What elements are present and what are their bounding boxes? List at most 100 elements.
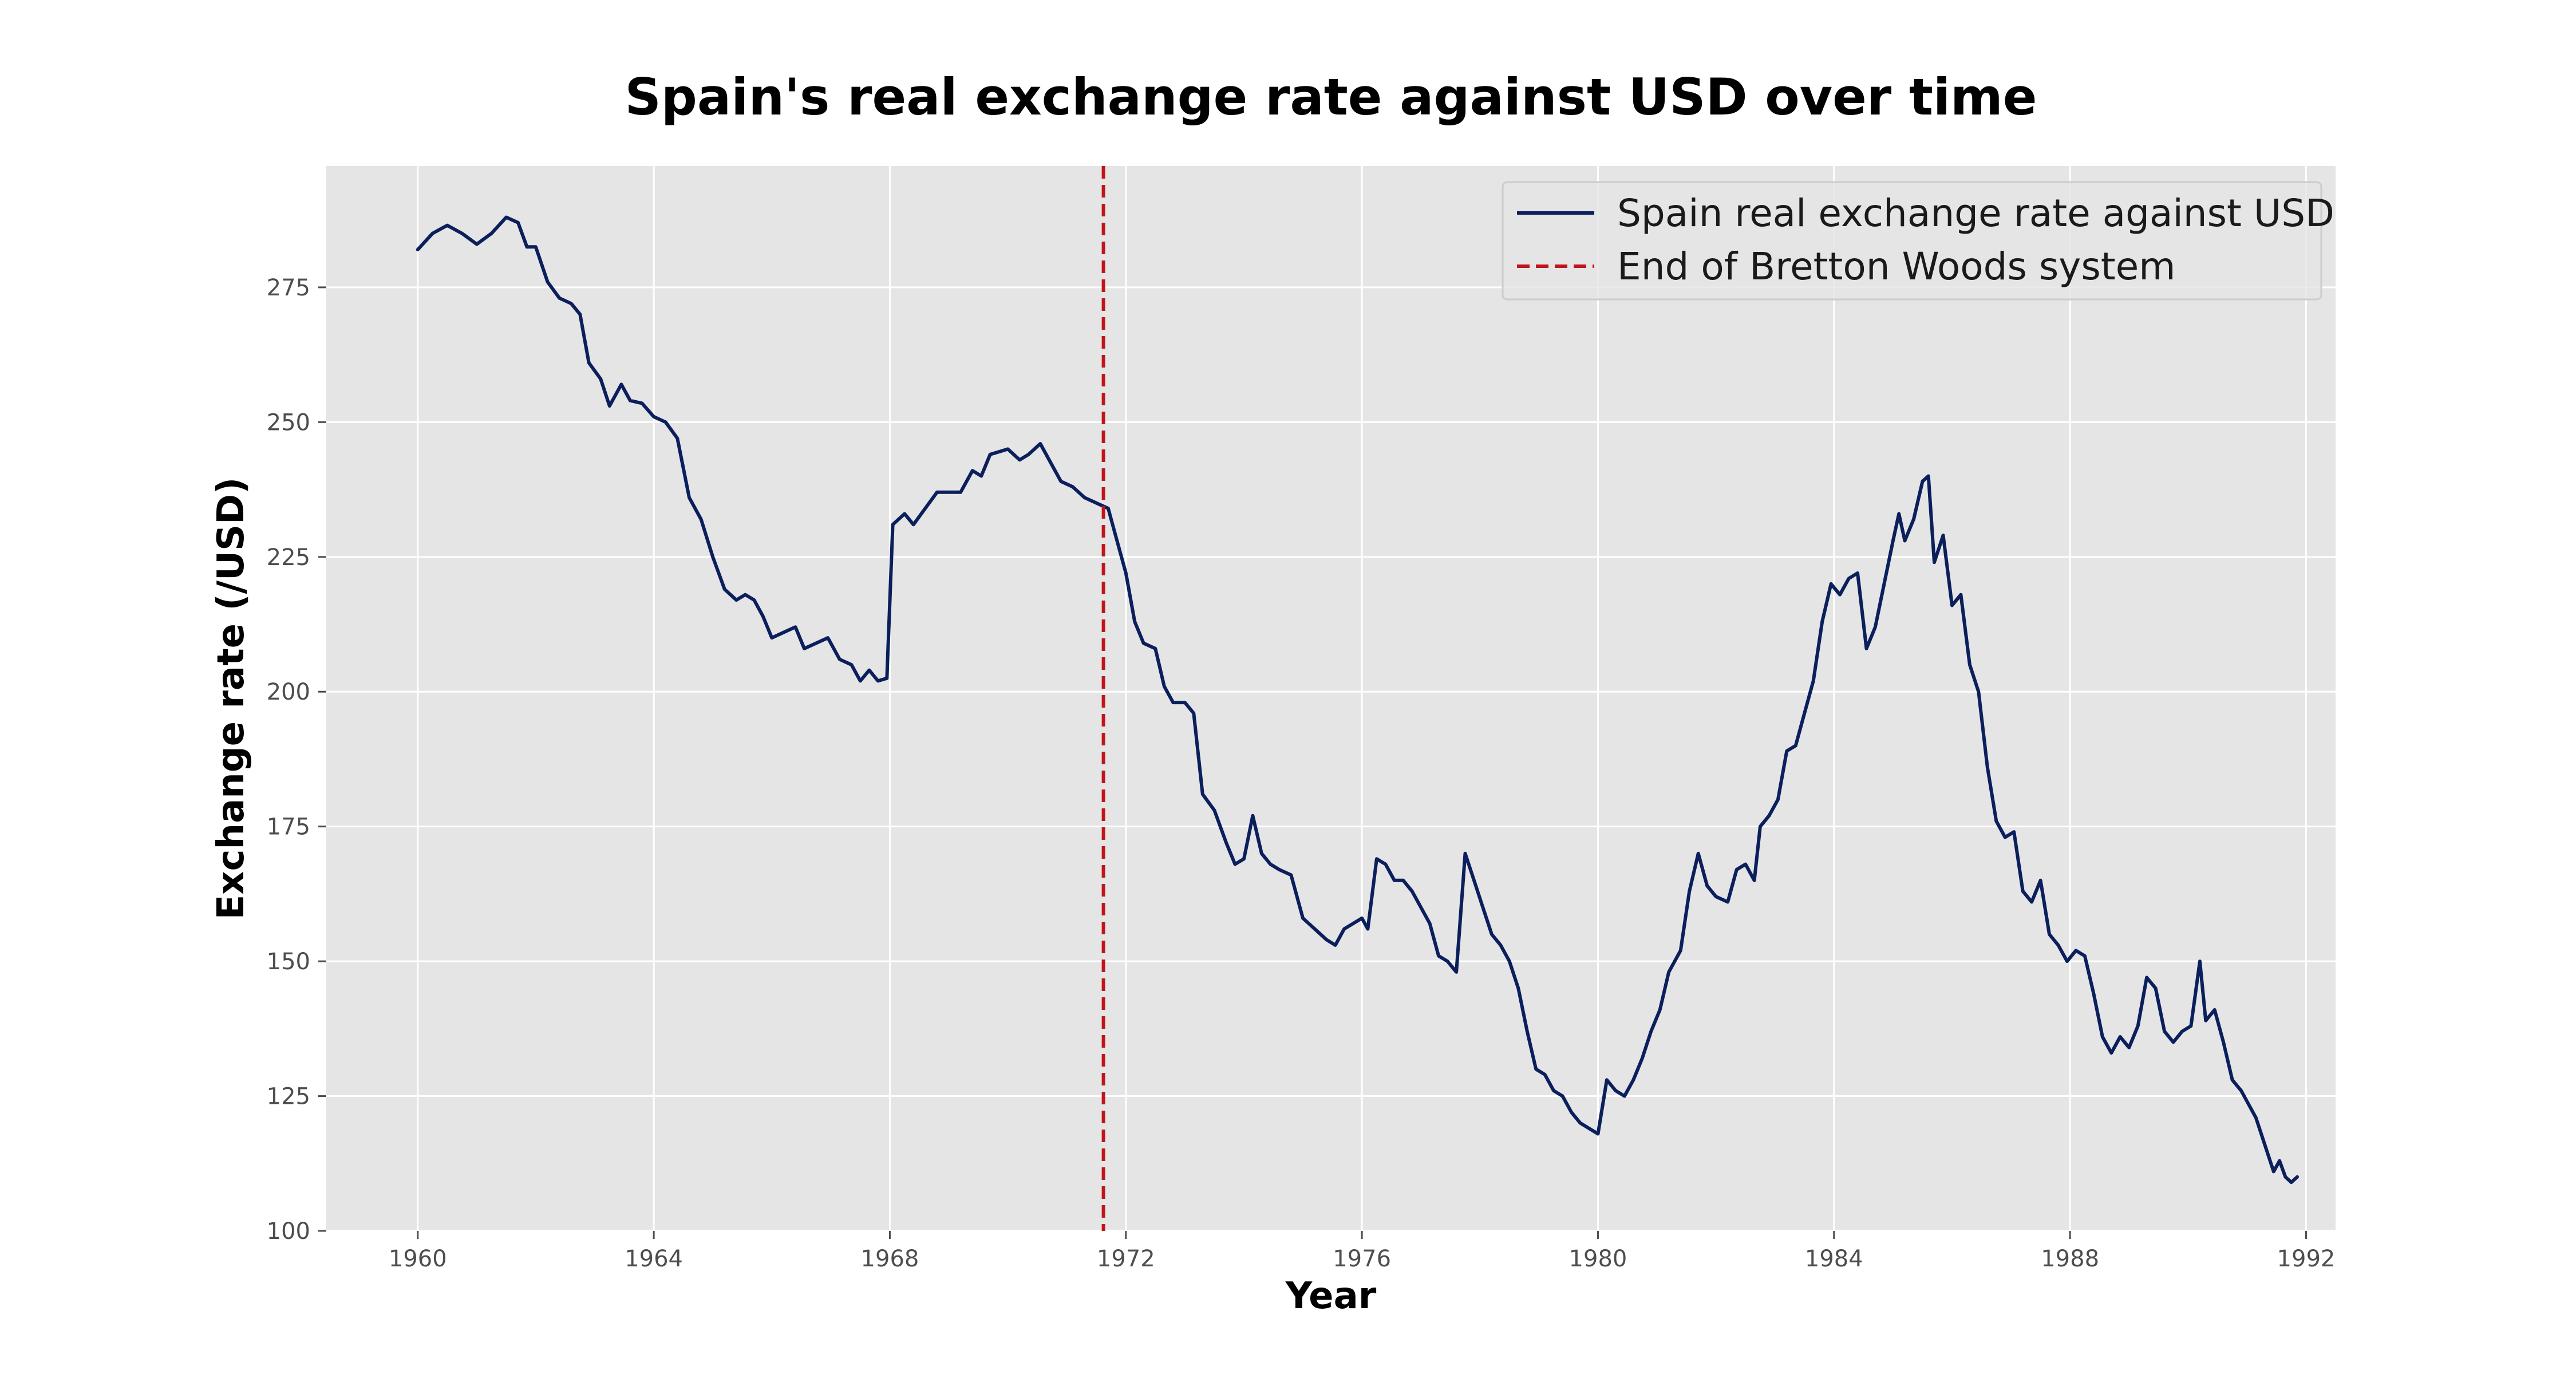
data-point	[867, 669, 871, 672]
data-point	[1649, 1030, 1653, 1033]
data-point	[2109, 1051, 2113, 1055]
data-point	[935, 491, 939, 494]
data-point	[971, 469, 974, 472]
x-tick-label: 1964	[625, 1246, 683, 1272]
data-point	[1543, 1073, 1547, 1076]
data-point	[1375, 857, 1378, 860]
data-point	[1183, 701, 1187, 704]
x-tick-label: 1976	[1333, 1246, 1391, 1272]
data-point	[2204, 1019, 2207, 1022]
data-point	[1490, 933, 1494, 936]
data-point	[1095, 502, 1098, 505]
data-point	[558, 297, 561, 300]
data-point	[416, 248, 420, 251]
data-point	[1688, 890, 1691, 893]
data-point	[1714, 895, 1718, 898]
data-point	[1472, 879, 1476, 882]
data-point	[1950, 604, 1954, 607]
data-point	[803, 647, 806, 650]
data-point	[1959, 593, 1962, 597]
data-point	[1516, 986, 1520, 990]
data-point	[2198, 960, 2202, 963]
data-point	[2012, 830, 2016, 834]
data-point	[1401, 879, 1405, 882]
data-point	[675, 437, 679, 440]
data-point	[2163, 1030, 2166, 1033]
x-axis-label: Year	[1285, 1275, 1377, 1317]
data-point	[504, 216, 508, 219]
data-point	[2172, 1040, 2175, 1044]
data-point	[1667, 970, 1670, 974]
data-point	[516, 221, 520, 224]
data-point	[2290, 1180, 2293, 1184]
data-point	[1313, 927, 1317, 931]
data-point	[1623, 1095, 1626, 1098]
x-tick-label: 1968	[861, 1246, 919, 1272]
data-point	[2296, 1175, 2299, 1179]
data-point	[1038, 442, 1042, 445]
data-point	[1437, 954, 1440, 958]
x-tick-label: 1972	[1097, 1246, 1155, 1272]
y-tick-label: 200	[267, 679, 310, 705]
data-point	[1933, 560, 1936, 564]
data-point	[1083, 496, 1086, 499]
data-point	[1641, 1057, 1644, 1060]
data-point	[723, 587, 726, 591]
y-tick-label: 175	[267, 814, 310, 840]
data-point	[1803, 712, 1806, 715]
legend-label-bretton-woods: End of Bretton Woods system	[1617, 244, 2176, 289]
data-point	[1171, 701, 1175, 704]
data-point	[1697, 852, 1700, 855]
data-point	[1384, 863, 1387, 866]
data-point	[1753, 879, 1756, 882]
data-point	[1891, 539, 1895, 543]
data-point	[2092, 992, 2095, 996]
data-point	[2101, 1035, 2104, 1039]
data-point	[1212, 808, 1216, 812]
data-point	[1142, 642, 1145, 645]
y-axis-label: Exchange rate (/USD)	[210, 477, 252, 920]
data-point	[2154, 986, 2158, 990]
data-point	[1865, 647, 1868, 650]
data-point	[578, 313, 582, 316]
data-point	[570, 302, 573, 305]
data-point	[2030, 901, 2033, 904]
data-point	[891, 523, 895, 526]
data-point	[2145, 976, 2148, 979]
data-point	[1366, 927, 1369, 931]
data-point	[1903, 539, 1907, 543]
data-point	[2048, 933, 2051, 936]
y-tick-label: 275	[267, 275, 310, 301]
data-point	[1776, 798, 1780, 802]
data-point	[859, 679, 862, 682]
data-point	[989, 453, 992, 456]
data-point	[1838, 593, 1842, 597]
x-tick-label: 1988	[2041, 1246, 2099, 1272]
data-point	[1526, 1030, 1529, 1033]
data-point	[1342, 927, 1346, 931]
data-point	[1446, 960, 1449, 963]
data-point	[850, 663, 853, 666]
data-point	[2065, 960, 2069, 963]
data-point	[2057, 943, 2060, 947]
data-point	[2213, 1008, 2217, 1012]
data-point	[1726, 901, 1729, 904]
data-point	[838, 658, 841, 661]
data-point	[1234, 863, 1237, 866]
data-point	[664, 420, 667, 424]
data-point	[2119, 1035, 2122, 1039]
data-point	[2263, 1143, 2266, 1146]
y-tick-label: 150	[267, 949, 310, 975]
data-point	[1107, 507, 1110, 510]
data-point	[1050, 464, 1054, 467]
data-point	[1986, 765, 1989, 769]
data-point	[876, 679, 880, 682]
data-point	[2039, 879, 2042, 882]
data-point	[947, 491, 951, 494]
data-point	[534, 245, 538, 248]
data-point	[1278, 868, 1281, 871]
data-point	[1481, 906, 1484, 909]
data-point	[1759, 825, 1762, 828]
data-point	[641, 401, 644, 405]
